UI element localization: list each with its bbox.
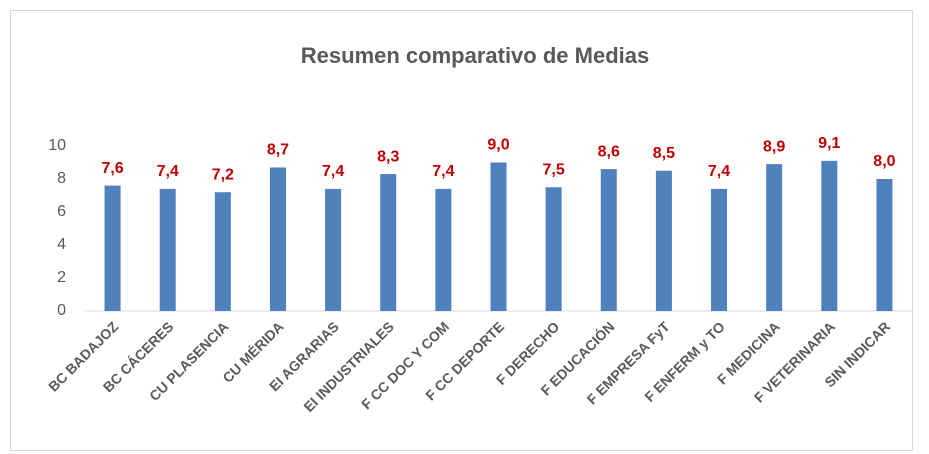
bar: [435, 188, 452, 311]
chart-title: Resumen comparativo de Medias: [301, 43, 649, 68]
data-label: 8,6: [598, 143, 620, 160]
bar: [766, 164, 783, 311]
data-label: 7,6: [101, 160, 123, 177]
data-label: 7,4: [708, 163, 730, 180]
bar: [655, 170, 672, 311]
bar: [159, 188, 176, 311]
bar: [876, 179, 893, 311]
bar: [104, 185, 121, 311]
y-tick-label: 4: [57, 236, 66, 253]
bar: [545, 187, 562, 311]
bar: [600, 169, 617, 311]
y-tick-label: 0: [57, 302, 66, 319]
data-label: 8,0: [873, 153, 895, 170]
y-tick-label: 10: [48, 137, 66, 154]
bar: [711, 188, 728, 311]
data-label: 8,9: [763, 138, 785, 155]
bar: [380, 174, 397, 311]
data-label: 7,2: [212, 166, 234, 183]
data-label: 9,0: [487, 137, 509, 154]
y-tick-label: 6: [57, 203, 66, 220]
data-label: 7,4: [322, 163, 344, 180]
bar: [269, 167, 286, 311]
y-tick-label: 8: [57, 170, 66, 187]
data-label: 7,4: [157, 163, 179, 180]
data-label: 7,5: [543, 161, 565, 178]
data-label: 9,1: [818, 135, 840, 152]
bar: [821, 160, 838, 311]
bar: [325, 188, 342, 311]
data-label: 8,7: [267, 142, 289, 159]
bar: [214, 192, 231, 311]
data-label: 7,4: [432, 163, 454, 180]
data-label: 8,5: [653, 145, 675, 162]
bar: [490, 162, 507, 311]
y-tick-label: 2: [57, 269, 66, 286]
data-label: 8,3: [377, 148, 399, 165]
